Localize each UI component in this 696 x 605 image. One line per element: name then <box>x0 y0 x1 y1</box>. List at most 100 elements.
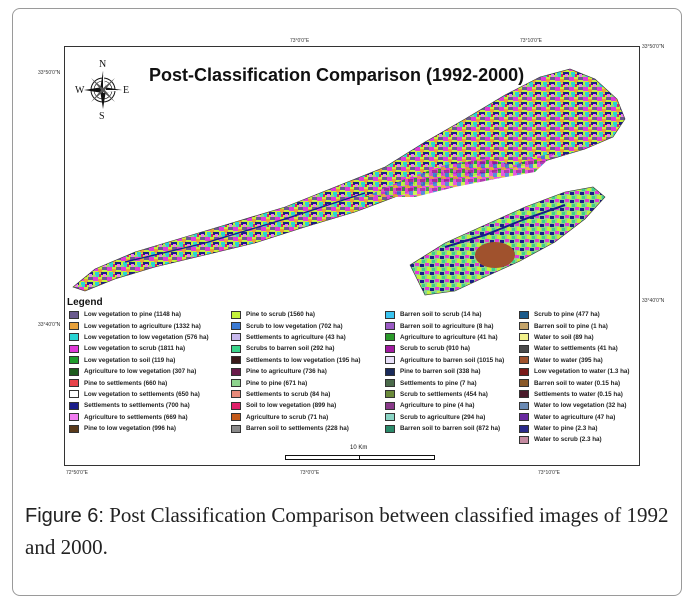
legend-swatch <box>231 424 241 433</box>
legend-item: Pine to settlements (660 ha) <box>69 377 209 388</box>
legend-item: Pine to scrub (1560 ha) <box>231 309 360 320</box>
legend-label: Agriculture to barren soil (1015 ha) <box>400 356 505 364</box>
compass-w-label: W <box>75 85 85 96</box>
coord-top-left: 73°0'0"E <box>290 38 310 44</box>
compass-n-label: N <box>99 59 107 70</box>
legend-label: Water to scrub (2.3 ha) <box>534 436 602 444</box>
legend-swatch <box>69 322 79 331</box>
legend-label: Pine to low vegetation (996 ha) <box>84 425 177 433</box>
legend-item: Barren soil to water (0.15 ha) <box>519 377 630 388</box>
legend-label: Settlements to low vegetation (195 ha) <box>246 356 361 364</box>
legend-label: Pine to settlements (660 ha) <box>84 379 168 387</box>
legend-swatch <box>385 379 395 388</box>
legend-item: Settlements to low vegetation (195 ha) <box>231 355 360 366</box>
legend-item: Low vegetation to soil (119 ha) <box>69 355 209 366</box>
figure-caption-label: Figure 6: <box>25 505 104 527</box>
legend-swatch <box>231 401 241 410</box>
legend-swatch <box>385 310 395 319</box>
legend-item: Scrubs to barren soil (292 ha) <box>231 343 360 354</box>
legend-item: Settlements to water (0.15 ha) <box>519 389 630 400</box>
legend-label: Low vegetation to low vegetation (576 ha… <box>84 333 209 341</box>
legend-label: Scrubs to barren soil (292 ha) <box>246 345 335 353</box>
compass-e-label: E <box>123 85 130 96</box>
legend-label: Settlements to scrub (84 ha) <box>246 390 331 398</box>
legend-label: Barren soil to agriculture (8 ha) <box>400 322 494 330</box>
legend-column: Low vegetation to pine (1148 ha) Low vege… <box>69 309 209 434</box>
legend-label: Scrub to agriculture (294 ha) <box>400 413 486 421</box>
coord-bottom-mid: 73°0'0"E <box>300 470 320 476</box>
legend-item: Water to agriculture (47 ha) <box>519 412 630 423</box>
legend-item: Low vegetation to scrub (1811 ha) <box>69 343 209 354</box>
legend-label: Settlements to water (0.15 ha) <box>534 390 623 398</box>
legend-swatch <box>231 390 241 399</box>
legend-label: Low vegetation to pine (1148 ha) <box>84 311 181 319</box>
legend-swatch <box>69 333 79 342</box>
legend-item: Agriculture to pine (4 ha) <box>385 400 504 411</box>
legend-title: Legend <box>67 297 103 308</box>
legend-item: Agriculture to low vegetation (307 ha) <box>69 366 209 377</box>
ridge-region <box>365 153 555 197</box>
legend-column: Pine to scrub (1560 ha) Scrub to low vege… <box>231 309 360 434</box>
legend-label: Water to agriculture (47 ha) <box>534 413 616 421</box>
legend-item: Barren soil to pine (1 ha) <box>519 320 630 331</box>
legend-item: Water to settlements (41 ha) <box>519 343 630 354</box>
legend-swatch <box>231 344 241 353</box>
legend-item: Low vegetation to water (1.3 ha) <box>519 366 630 377</box>
legend-swatch <box>385 356 395 365</box>
coord-bottom-right: 73°10'0"E <box>538 470 560 476</box>
legend-label: Low vegetation to soil (119 ha) <box>84 356 176 364</box>
map-panel: Post-Classification Comparison (1992-200… <box>64 46 640 466</box>
legend-label: Settlements to agriculture (43 ha) <box>246 333 346 341</box>
legend-item: Scrub to agriculture (294 ha) <box>385 412 504 423</box>
legend-swatch <box>69 356 79 365</box>
scale-bar <box>285 455 435 460</box>
legend-label: Barren soil to pine (1 ha) <box>534 322 608 330</box>
legend-item: Water to water (395 ha) <box>519 355 630 366</box>
legend-swatch <box>231 333 241 342</box>
legend-swatch <box>231 413 241 422</box>
legend-swatch <box>231 367 241 376</box>
legend-label: Agriculture to settlements (669 ha) <box>84 413 188 421</box>
southern-boundary-line <box>124 192 366 263</box>
legend-label: Low vegetation to water (1.3 ha) <box>534 368 630 376</box>
legend-label: Agriculture to low vegetation (307 ha) <box>84 368 197 376</box>
legend-item: Agriculture to scrub (71 ha) <box>231 412 360 423</box>
coord-bottom-left: 72°50'0"E <box>66 470 88 476</box>
compass-rose-icon <box>84 71 122 109</box>
coord-right-bottom: 33°40'0"N <box>642 298 665 304</box>
coord-top-right: 73°10'0"E <box>520 38 542 44</box>
scale-bar-segment <box>286 456 360 459</box>
legend-label: Agriculture to pine (4 ha) <box>400 402 475 410</box>
legend-swatch <box>385 401 395 410</box>
legend-swatch <box>519 322 529 331</box>
legend-label: Pine to pine (671 ha) <box>246 379 308 387</box>
legend-item: Barren soil to barren soil (872 ha) <box>385 423 504 434</box>
legend-swatch <box>519 379 529 388</box>
legend-item: Water to scrub (2.3 ha) <box>519 434 630 445</box>
classified-terrain-map <box>72 68 626 296</box>
legend-label: Water to low vegetation (32 ha) <box>534 402 627 410</box>
legend-label: Pine to scrub (1560 ha) <box>246 311 315 319</box>
legend-label: Scrub to scrub (910 ha) <box>400 345 470 353</box>
legend-label: Barren soil to barren soil (872 ha) <box>400 425 501 433</box>
scale-bar-label: 10 Km <box>350 445 368 451</box>
legend-item: Settlements to pine (7 ha) <box>385 377 504 388</box>
legend-swatch <box>385 322 395 331</box>
legend-swatch <box>519 310 529 319</box>
legend-label: Water to pine (2.3 ha) <box>534 425 598 433</box>
legend-item: Pine to pine (671 ha) <box>231 377 360 388</box>
legend-label: Low vegetation to settlements (650 ha) <box>84 390 200 398</box>
legend-swatch <box>69 310 79 319</box>
legend-swatch <box>519 344 529 353</box>
legend-swatch <box>385 390 395 399</box>
legend-label: Agriculture to scrub (71 ha) <box>246 413 329 421</box>
legend-swatch <box>519 333 529 342</box>
compass-s-label: S <box>99 111 105 122</box>
legend-item: Barren soil to agriculture (8 ha) <box>385 320 504 331</box>
legend-item: Pine to agriculture (736 ha) <box>231 366 360 377</box>
coord-left-top: 33°50'0"N <box>38 70 61 76</box>
legend-swatch <box>231 356 241 365</box>
legend-item: Scrub to settlements (454 ha) <box>385 389 504 400</box>
legend-label: Agriculture to agriculture (41 ha) <box>400 333 498 341</box>
legend-item: Barren soil to settlements (228 ha) <box>231 423 360 434</box>
